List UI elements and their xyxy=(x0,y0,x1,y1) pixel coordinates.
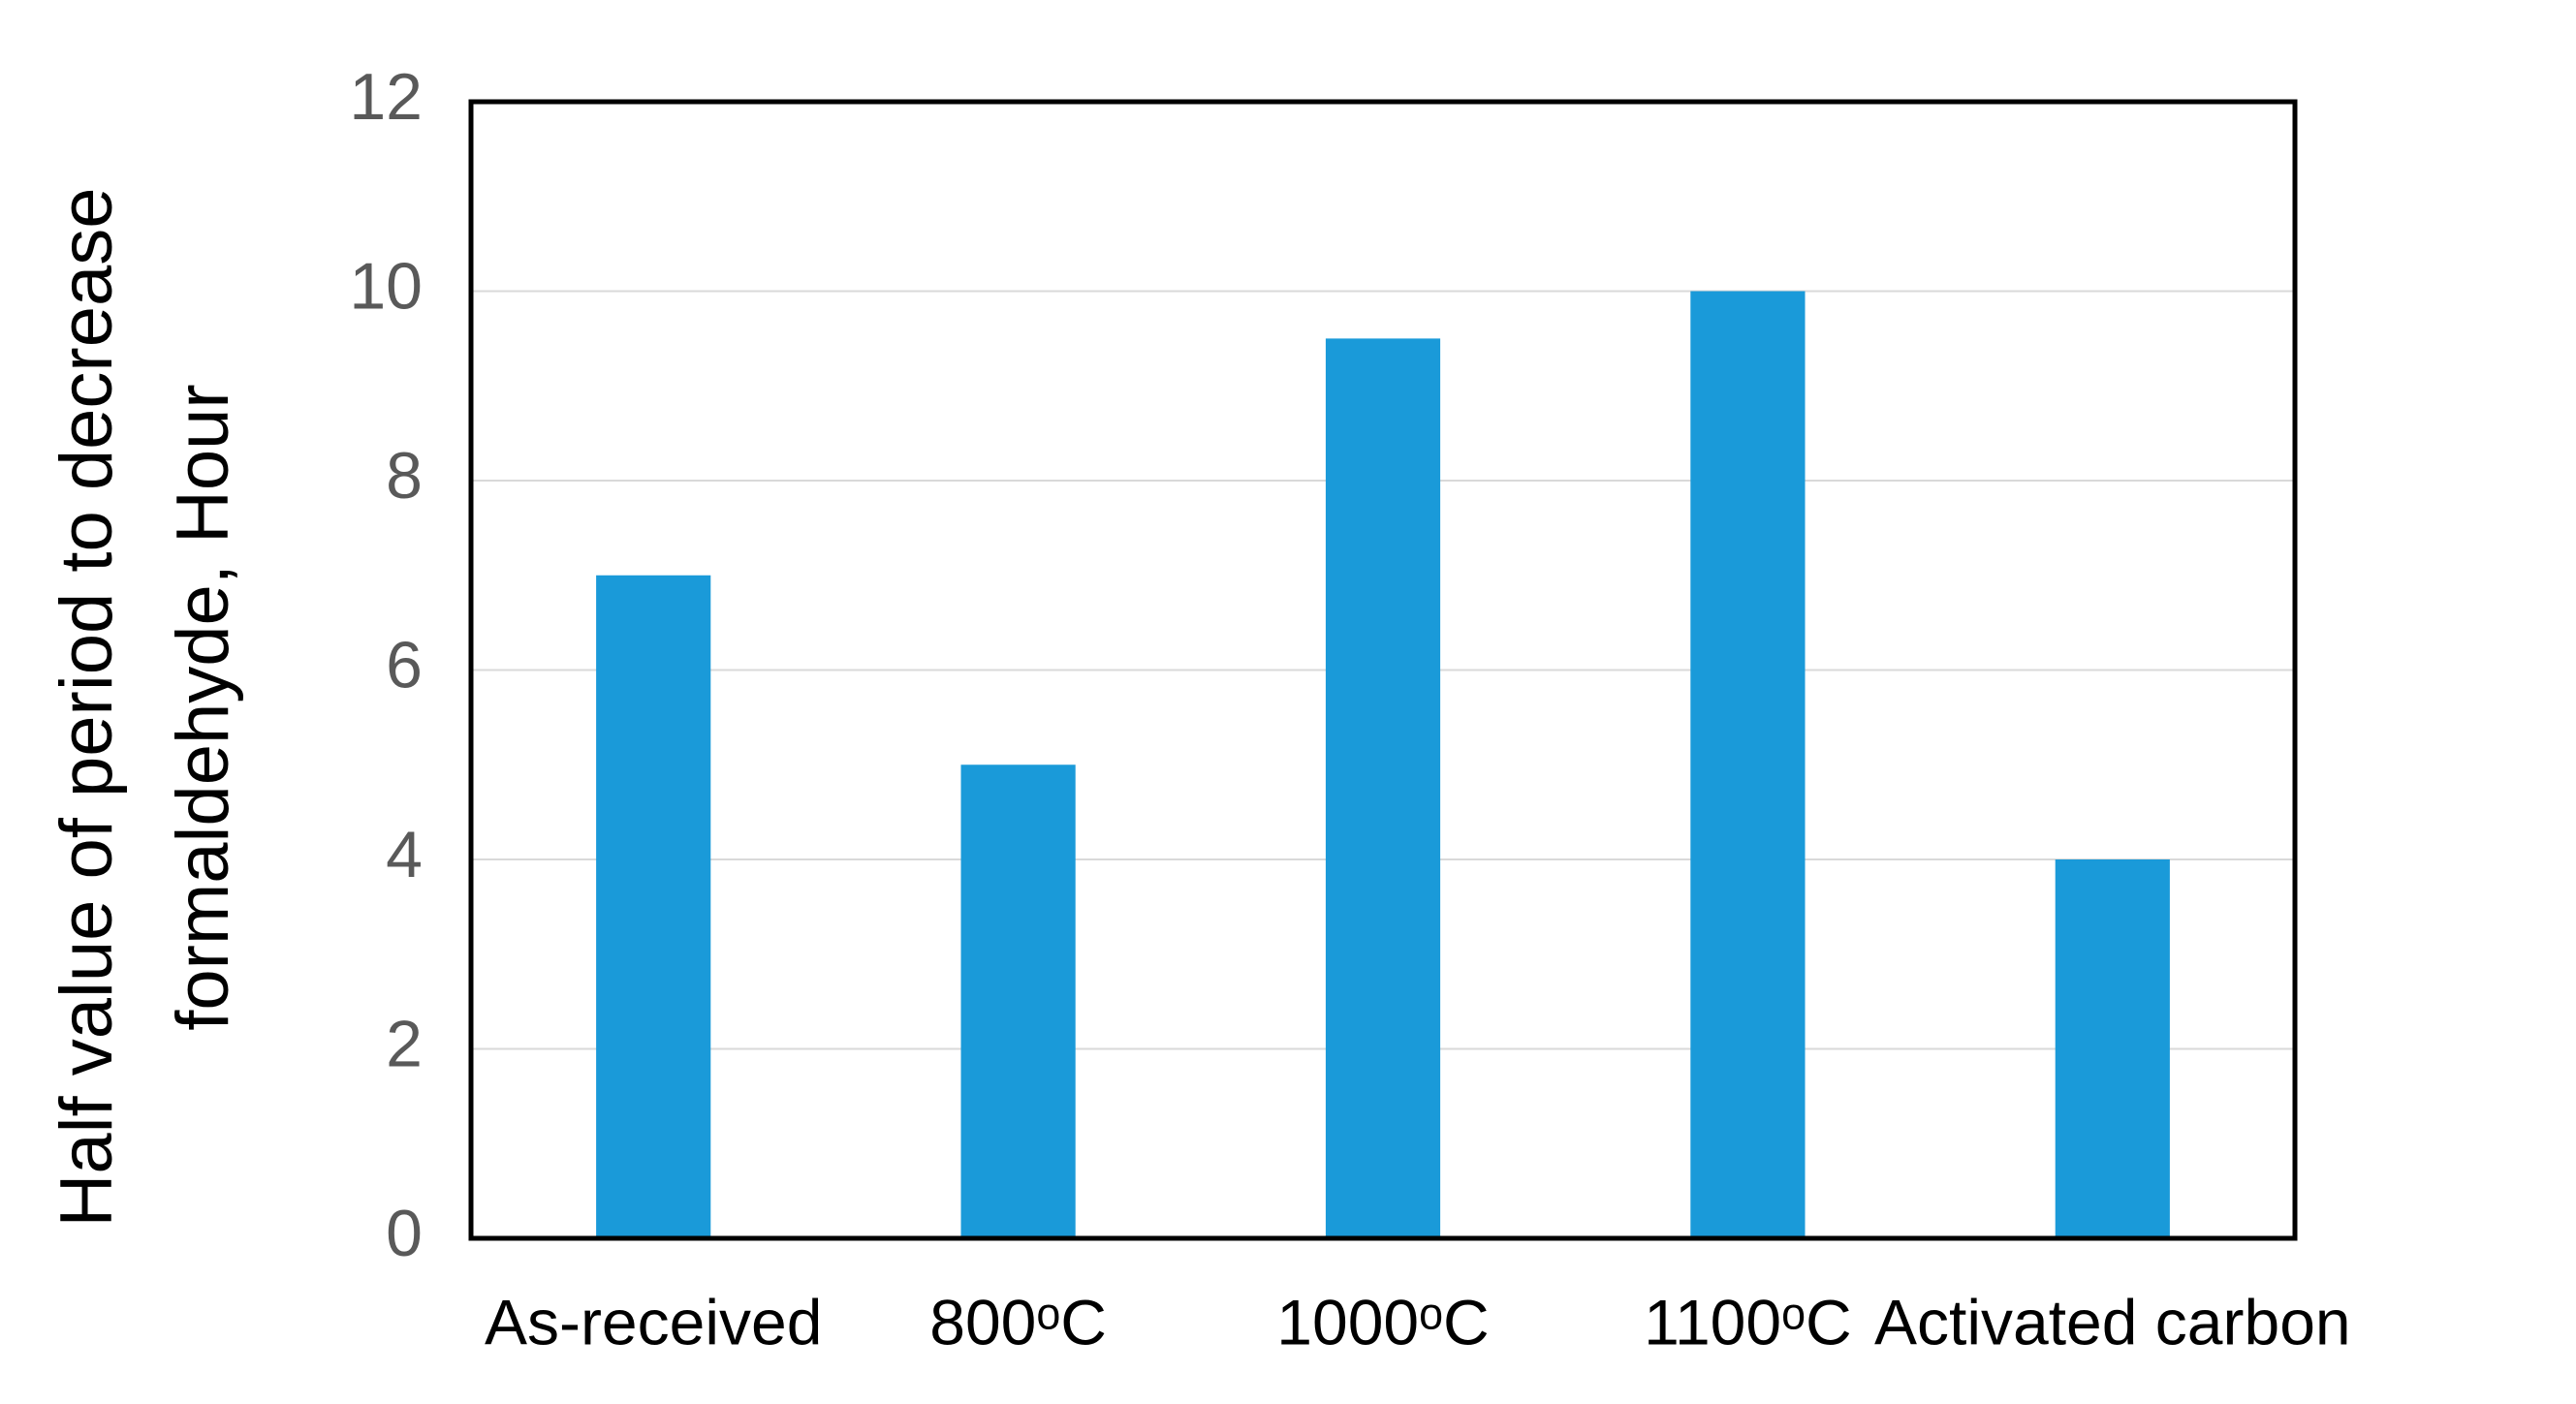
x-tick-label: Activated carbon xyxy=(1874,1286,2351,1357)
y-axis-label: Half value of period to decrease xyxy=(46,187,128,1227)
y-tick-label: 2 xyxy=(386,1007,423,1080)
y-tick-label: 10 xyxy=(349,249,423,323)
y-tick-label: 8 xyxy=(386,439,423,513)
y-tick-label: 4 xyxy=(386,818,423,891)
y-tick-label: 6 xyxy=(386,628,423,702)
bar xyxy=(2055,859,2170,1238)
x-tick-label: 1000ᵒC xyxy=(1276,1286,1489,1357)
y-tick-label: 0 xyxy=(386,1197,423,1270)
x-tick-label: As-received xyxy=(485,1286,822,1357)
plot-frame xyxy=(468,99,2298,1241)
x-tick-label: 1100ᵒC xyxy=(1644,1286,1852,1357)
bar xyxy=(1325,338,1441,1238)
y-tick-label: 12 xyxy=(349,60,423,134)
bar xyxy=(960,764,1076,1238)
x-tick-label: 800ᵒC xyxy=(929,1286,1107,1357)
bar xyxy=(596,575,711,1238)
y-axis-label: formaldehyde, Hour xyxy=(162,384,244,1030)
bar xyxy=(1690,291,1806,1238)
